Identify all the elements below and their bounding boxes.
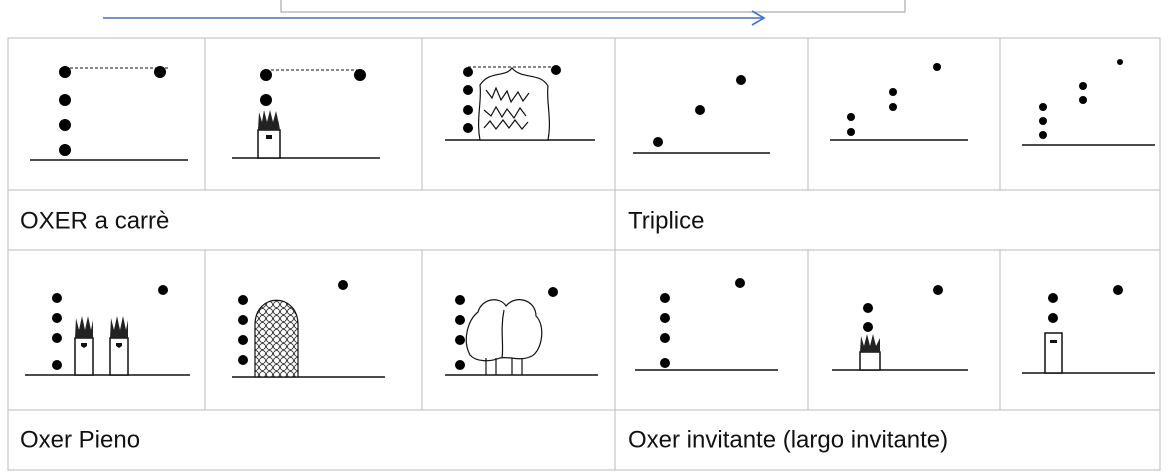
cell-caption: OXER a carrè	[20, 207, 169, 234]
cell-caption: Oxer invitante (largo invitante)	[628, 426, 948, 453]
cell-caption: Triplice	[628, 207, 704, 234]
text-box	[280, 0, 906, 13]
cell-caption: Oxer Pieno	[20, 426, 140, 453]
arrow	[103, 10, 766, 26]
table-grid	[7, 37, 1161, 471]
jump-drawings	[25, 59, 1155, 378]
